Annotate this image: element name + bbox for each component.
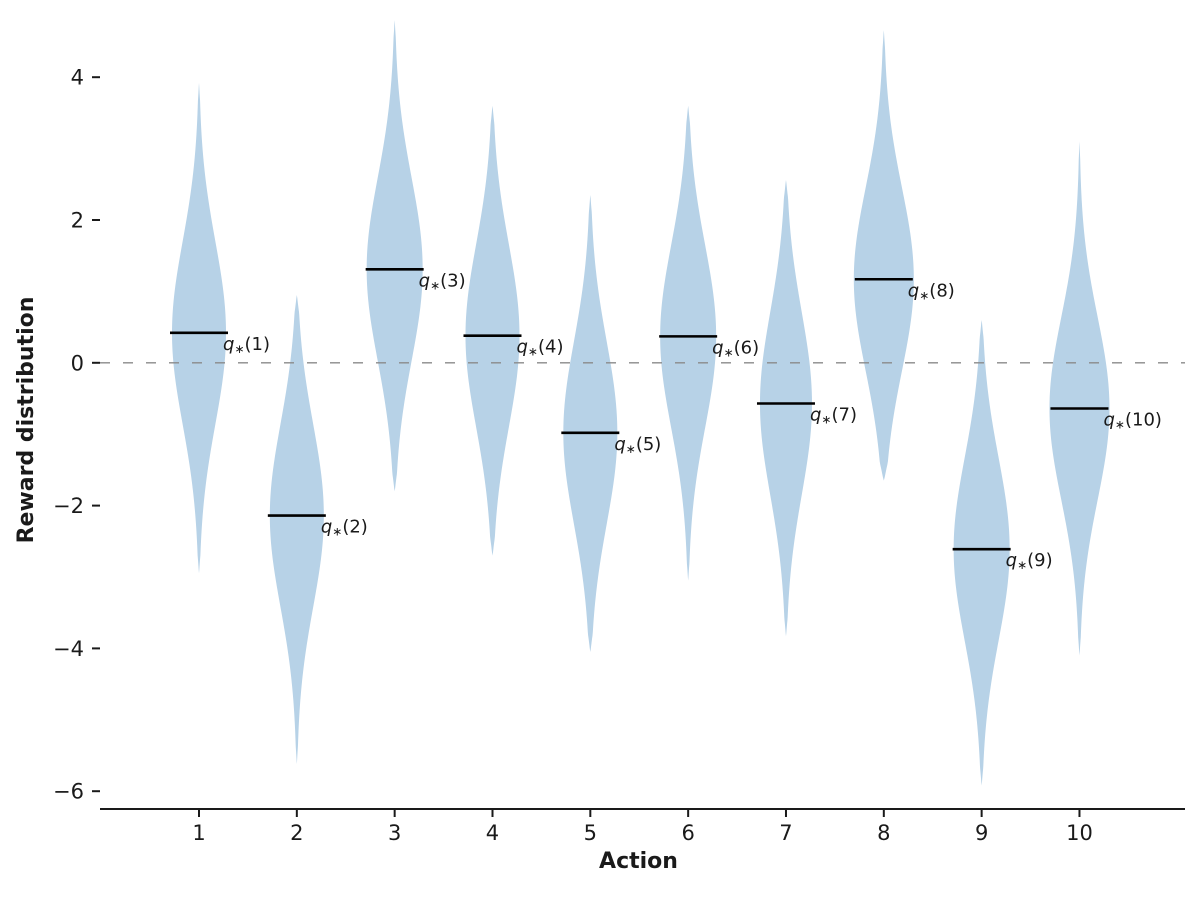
- q-label-9: q∗(9): [1006, 550, 1053, 572]
- q-label-5: q∗(5): [614, 434, 661, 456]
- y-tick-label: 4: [71, 66, 84, 90]
- violin-shape-2: [269, 295, 324, 765]
- y-tick-label: 2: [71, 209, 84, 233]
- y-tick-label: −4: [53, 637, 84, 661]
- x-tick-label: 5: [584, 821, 597, 845]
- y-tick-label: −6: [53, 780, 84, 804]
- violin-shape-5: [563, 195, 618, 652]
- violin-shape-7: [759, 180, 812, 637]
- violin-shape-8: [853, 30, 914, 481]
- violin-shape-6: [660, 105, 717, 581]
- x-axis: 1 2 3 4 5 6 7 8 9 10 Action: [100, 808, 1185, 874]
- x-axis-label: Action: [599, 849, 678, 874]
- violin-shape-9: [953, 320, 1010, 786]
- x-tick-label: 10: [1066, 821, 1093, 845]
- y-axis-label: Reward distribution: [14, 297, 39, 544]
- q-label-10: q∗(10): [1103, 409, 1161, 431]
- x-tick-label: 4: [486, 821, 499, 845]
- violin-shape-1: [172, 82, 226, 574]
- violins: [172, 20, 1110, 786]
- mean-lines: q∗(1) q∗(2) q∗(3) q∗(4) q∗(5) q∗(6) q∗(7) q∗(8)…: [170, 267, 1162, 572]
- x-tick-label: 6: [681, 821, 694, 845]
- y-axis: −6 −4 −2 0 2 4 Reward distribution: [14, 66, 100, 804]
- q-label-7: q∗(7): [810, 404, 857, 426]
- x-tick-label: 2: [290, 821, 303, 845]
- x-tick-label: 9: [975, 821, 988, 845]
- q-label-4: q∗(4): [516, 337, 563, 359]
- violin-shape-10: [1049, 141, 1110, 656]
- q-label-1: q∗(1): [223, 334, 270, 356]
- x-tick-label: 7: [779, 821, 792, 845]
- y-tick-label: 0: [71, 351, 84, 375]
- x-tick-label: 8: [877, 821, 890, 845]
- y-tick-label: −2: [53, 494, 84, 518]
- violin-shape-4: [465, 105, 520, 556]
- q-label-6: q∗(6): [712, 337, 759, 359]
- x-tick-label: 3: [388, 821, 401, 845]
- q-label-3: q∗(3): [419, 270, 466, 292]
- violin-shape-3: [366, 20, 423, 492]
- q-label-8: q∗(8): [908, 280, 955, 302]
- q-label-2: q∗(2): [321, 517, 368, 539]
- x-tick-label: 1: [192, 821, 205, 845]
